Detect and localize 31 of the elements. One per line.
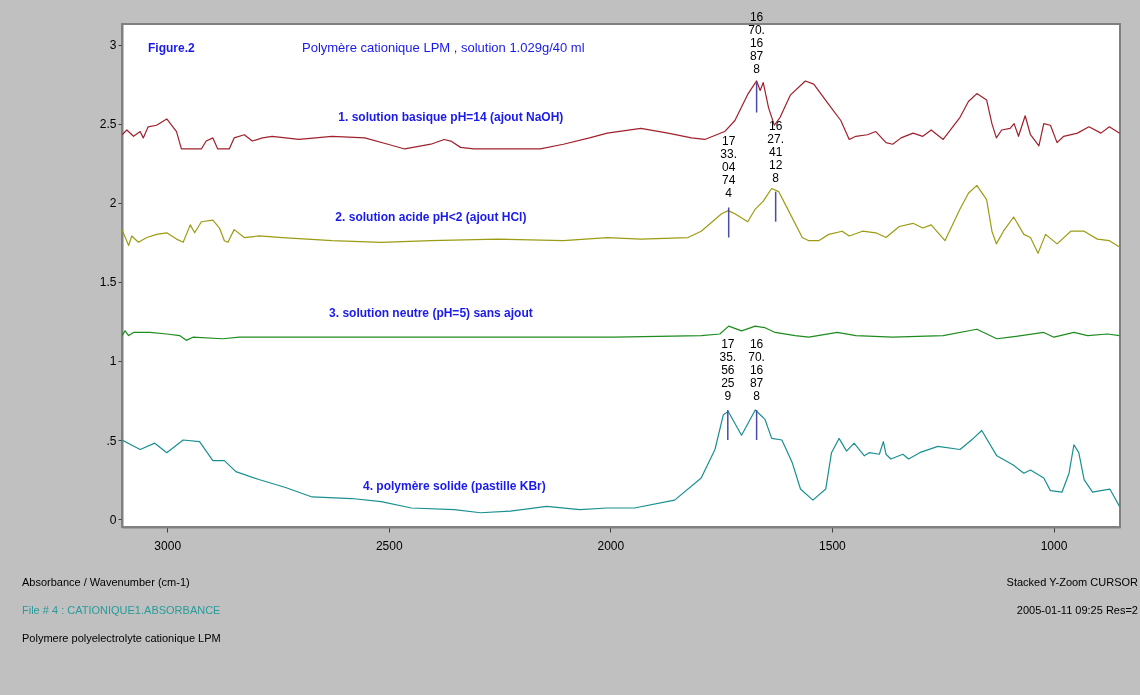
x-tick-label: 1500 <box>819 538 847 553</box>
y-tick-label: 0 <box>109 512 117 527</box>
annotation: 1670.16878 <box>748 9 765 76</box>
y-tick-label: 1 <box>109 354 117 369</box>
text: Polymère cationique LPM , solution 1.029g/40 ml <box>302 40 585 55</box>
annotation: 1627.41128 <box>767 118 785 185</box>
series-label: 3. solution neutre (pH=5) sans ajout <box>329 306 533 321</box>
series-label: 4. polymère solide (pastille KBr) <box>363 478 546 493</box>
annotation: 1670.16878 <box>748 336 765 403</box>
line-series <box>122 409 1120 514</box>
line-series <box>122 184 1120 254</box>
annotation: 1735.56259 <box>719 336 737 403</box>
y-tick-label: 1.5 <box>99 275 117 290</box>
x-tick-label: 2000 <box>597 538 625 553</box>
annotation: 1733.04744 <box>720 134 738 201</box>
text: Absorbance / Wavenumber (cm-1) <box>22 576 190 588</box>
text: File # 4 : CATIONIQUE1.ABSORBANCE <box>22 604 221 616</box>
series-label: 1. solution basique pH=14 (ajout NaOH) <box>338 110 564 125</box>
text: Stacked Y-Zoom CURSOR <box>1006 576 1139 588</box>
y-tick-label: .5 <box>106 433 117 448</box>
y-tick-label: 2 <box>109 196 117 211</box>
text: Figure.2 <box>148 41 195 55</box>
series-label: 2. solution acide pH<2 (ajout HCl) <box>335 209 527 224</box>
y-tick-label: 2.5 <box>99 117 117 132</box>
y-tick-label: 3 <box>109 38 117 53</box>
x-tick-label: 1000 <box>1040 538 1068 553</box>
text: Polymere polyelectrolyte cationique LPM <box>22 632 221 644</box>
x-tick-label: 2500 <box>375 538 403 553</box>
line-series <box>122 325 1120 341</box>
text: 2005-01-11 09:25 Res=2 <box>1016 604 1138 616</box>
x-tick-label: 3000 <box>154 538 182 553</box>
